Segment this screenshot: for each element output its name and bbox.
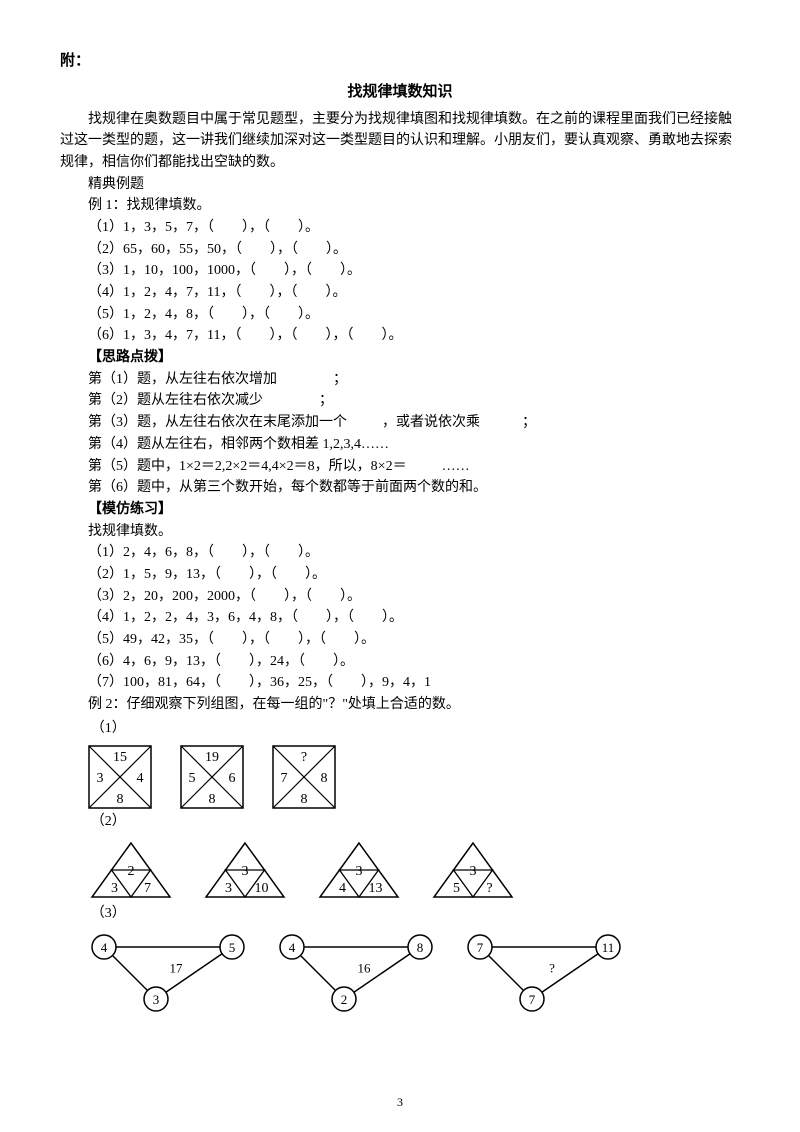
group-3-row: 4 5 3 17 4 8 2 16 7 11 7 ? xyxy=(88,931,740,1013)
ex1-item-3: （3）1，10，100，1000，（ ），（ ）。 xyxy=(88,260,740,282)
group-1-label: （1） xyxy=(60,718,740,740)
hint-4: 第（4）题从左往右，相邻两个数相差 1,2,3,4…… xyxy=(88,434,740,456)
svg-text:3: 3 xyxy=(225,881,232,896)
svg-text:3: 3 xyxy=(242,864,249,879)
svg-text:8: 8 xyxy=(301,792,308,807)
group-2-row: 2 3 7 3 3 10 3 4 13 3 5 ? xyxy=(88,839,740,901)
mf-item-4: （4）1，2，2，4，3，6，4，8，（ ），（ ）。 xyxy=(88,607,740,629)
triangle-diagram: 3 4 13 xyxy=(316,839,402,901)
svg-text:8: 8 xyxy=(117,792,124,807)
mf-item-7: （7）100，81，64，（ ），36，25，（ ），9，4，1 xyxy=(88,672,740,694)
hint-2: 第（2）题从左往右依次减少 ； xyxy=(88,390,740,412)
heading-practice: 【模仿练习】 xyxy=(88,499,740,521)
svg-text:7: 7 xyxy=(529,992,536,1007)
circle-graph-diagram: 4 8 2 16 xyxy=(276,931,436,1013)
svg-text:7: 7 xyxy=(144,881,151,896)
ex1-item-4: （4）1，2，4，7，11，（ ），（ ）。 xyxy=(88,282,740,304)
square-diagram: ? 7 8 8 xyxy=(272,745,336,809)
svg-text:4: 4 xyxy=(289,940,296,955)
group-1-row: 15 3 4 8 19 5 6 8 ? 7 8 8 xyxy=(88,745,740,809)
hint-1: 第（1）题，从左往右依次增加 ； xyxy=(88,369,740,391)
square-diagram: 15 3 4 8 xyxy=(88,745,152,809)
ex1-item-5: （5）1，2，4，8，（ ），（ ）。 xyxy=(88,304,740,326)
group-3-label: （3） xyxy=(60,903,740,925)
mf-item-2: （2）1，5，9，13，（ ），（ ）。 xyxy=(88,564,740,586)
svg-text:3: 3 xyxy=(470,864,477,879)
svg-text:5: 5 xyxy=(453,881,460,896)
square-diagram: 19 5 6 8 xyxy=(180,745,244,809)
svg-text:?: ? xyxy=(549,960,555,975)
svg-text:5: 5 xyxy=(229,940,236,955)
section-classic: 精典例题 xyxy=(88,174,740,196)
svg-text:8: 8 xyxy=(209,792,216,807)
svg-text:5: 5 xyxy=(189,771,196,786)
svg-text:11: 11 xyxy=(602,940,615,955)
triangle-diagram: 2 3 7 xyxy=(88,839,174,901)
group-2-label: （2） xyxy=(60,811,740,833)
svg-text:7: 7 xyxy=(281,771,288,786)
mf-item-6: （6）4，6，9，13，（ ），24，（ ）。 xyxy=(88,651,740,673)
hint-3: 第（3）题，从左往右依次在末尾添加一个 ，或者说依次乘 ； xyxy=(88,412,740,434)
svg-text:4: 4 xyxy=(339,881,346,896)
svg-text:3: 3 xyxy=(97,771,104,786)
page-number: 3 xyxy=(0,1093,800,1112)
svg-text:8: 8 xyxy=(321,771,328,786)
triangle-diagram: 3 5 ? xyxy=(430,839,516,901)
svg-text:19: 19 xyxy=(205,750,219,765)
svg-text:17: 17 xyxy=(170,960,184,975)
heading-hint: 【思路点拨】 xyxy=(88,347,740,369)
hint-6: 第（6）题中，从第三个数开始，每个数都等于前面两个数的和。 xyxy=(88,477,740,499)
svg-text:3: 3 xyxy=(153,992,160,1007)
circle-graph-diagram: 7 11 7 ? xyxy=(464,931,624,1013)
example-1-title: 例 1：找规律填数。 xyxy=(88,195,740,217)
svg-text:16: 16 xyxy=(358,960,372,975)
mf-item-5: （5）49，42，35，（ ），（ ），（ ）。 xyxy=(88,629,740,651)
attach-label: 附： xyxy=(60,50,740,73)
svg-text:6: 6 xyxy=(229,771,236,786)
ex1-item-6: （6）1，3，4，7，11，（ ），（ ），（ ）。 xyxy=(88,325,740,347)
mf-item-3: （3）2，20，200，2000，（ ），（ ）。 xyxy=(88,586,740,608)
svg-text:?: ? xyxy=(486,881,492,896)
svg-text:7: 7 xyxy=(477,940,484,955)
circle-graph-diagram: 4 5 3 17 xyxy=(88,931,248,1013)
hint-5: 第（5）题中，1×2＝2,2×2＝4,4×2＝8，所以，8×2＝ …… xyxy=(88,456,740,478)
svg-text:3: 3 xyxy=(356,864,363,879)
svg-text:2: 2 xyxy=(128,864,135,879)
svg-text:4: 4 xyxy=(137,771,144,786)
svg-text:13: 13 xyxy=(369,881,383,896)
practice-title: 找规律填数。 xyxy=(88,521,740,543)
intro-paragraph: 找规律在奥数题目中属于常见题型，主要分为找规律填图和找规律填数。在之前的课程里面… xyxy=(60,109,740,174)
mf-item-1: （1）2，4，6，8，（ ），（ ）。 xyxy=(88,542,740,564)
example-2-title: 例 2：仔细观察下列组图，在每一组的"？"处填上合适的数。 xyxy=(88,694,740,716)
svg-text:10: 10 xyxy=(255,881,269,896)
ex1-item-2: （2）65，60，55，50，（ ），（ ）。 xyxy=(88,239,740,261)
ex1-item-1: （1）1，3，5，7，（ ），（ ）。 xyxy=(88,217,740,239)
svg-text:3: 3 xyxy=(111,881,118,896)
svg-text:8: 8 xyxy=(417,940,424,955)
svg-text:2: 2 xyxy=(341,992,348,1007)
svg-text:15: 15 xyxy=(113,750,127,765)
svg-text:4: 4 xyxy=(101,940,108,955)
svg-text:?: ? xyxy=(301,750,307,765)
triangle-diagram: 3 3 10 xyxy=(202,839,288,901)
page-title: 找规律填数知识 xyxy=(60,81,740,104)
